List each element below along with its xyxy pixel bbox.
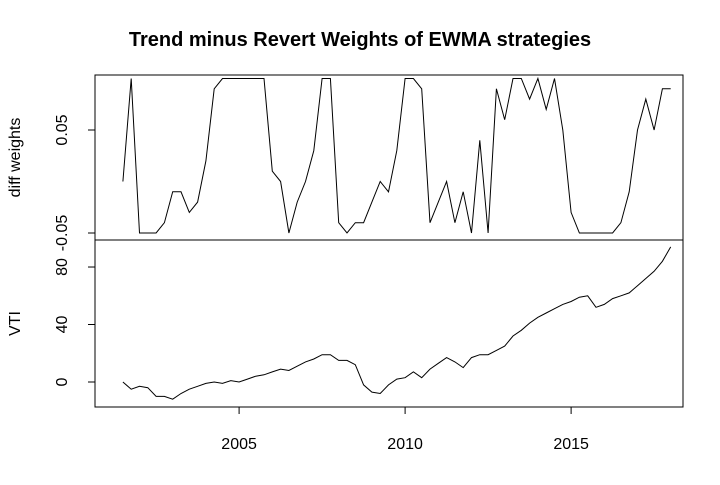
panel-frame [94,74,684,241]
y-tick-label: 0.05 [54,114,71,145]
x-tick-label: 2010 [387,436,423,453]
chart-title: Trend minus Revert Weights of EWMA strat… [129,29,591,51]
data-line [122,76,671,234]
y-tick-label: 0 [54,377,71,386]
y-tick-label: -0.05 [54,215,71,252]
data-line [122,246,672,400]
y-tick-label: 80 [54,258,71,276]
y-axis-label: diff weights [7,118,24,198]
x-tick-label: 2015 [553,436,589,453]
panel-frame [94,239,684,408]
x-tick-label: 2005 [221,436,257,453]
y-tick-label: 40 [54,316,71,334]
y-axis-label: VTI [7,311,24,336]
